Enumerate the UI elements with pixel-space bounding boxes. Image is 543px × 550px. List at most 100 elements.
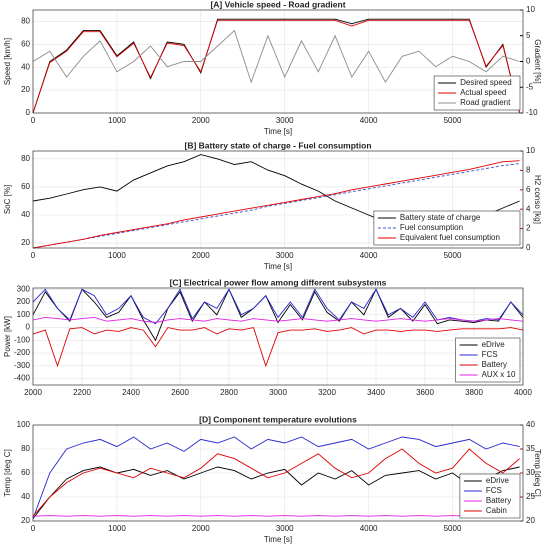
y-tick-label: 20: [21, 85, 30, 94]
x-tick-label: 3000: [276, 116, 294, 125]
y2-tick-label: 20: [526, 516, 535, 525]
y-tick-label: -100: [14, 335, 31, 344]
y2-tick-label: -10: [526, 108, 538, 117]
x-tick-label: 5000: [444, 251, 462, 260]
y2-tick-label: 40: [526, 420, 535, 429]
chart-title: [C] Electrical power flow among differen…: [170, 277, 387, 287]
series-line: [32, 288, 524, 342]
legend-label: Desired speed: [460, 78, 512, 87]
chart-title: [A] Vehicle speed - Road gradient: [210, 0, 345, 9]
legend-label: FCS: [486, 486, 502, 495]
plot-frame: [32, 9, 524, 114]
y-axis-label: Speed [km/h]: [3, 38, 12, 85]
y-tick-label: 100: [17, 420, 31, 429]
y-axis-label: Power [kW]: [3, 316, 12, 357]
y-tick-label: 80: [21, 17, 30, 26]
x-tick-label: 4000: [360, 251, 378, 260]
y2-tick-label: 2: [526, 224, 531, 233]
x-tick-label: 3200: [318, 388, 336, 397]
y-tick-label: 200: [17, 297, 31, 306]
y-tick-label: -200: [14, 348, 31, 357]
legend-label: AUX x 10: [482, 370, 516, 379]
y-tick-label: 40: [21, 492, 30, 501]
legend-box: [373, 210, 521, 246]
series-line: [32, 163, 520, 249]
y2-axis-label: H2 conso [kg]: [533, 175, 542, 224]
y-tick-label: 40: [21, 210, 30, 219]
y2-tick-label: 25: [526, 492, 535, 501]
y-tick-label: 300: [17, 284, 31, 293]
y2-tick-label: 8: [526, 166, 531, 175]
x-tick-label: 3800: [465, 388, 483, 397]
x-axis-label: Time [s]: [264, 262, 292, 271]
x-tick-label: 4000: [514, 388, 532, 397]
y-tick-label: 60: [21, 39, 30, 48]
y2-axis-label: Temp [deg C]: [533, 449, 542, 497]
y2-tick-label: 5: [526, 31, 531, 40]
y-tick-label: 20: [21, 238, 30, 247]
x-tick-label: 1000: [108, 251, 126, 260]
x-tick-label: 2800: [220, 388, 238, 397]
x-tick-label: 2000: [192, 251, 210, 260]
legend-label: FCS: [482, 350, 498, 359]
y-tick-label: 80: [21, 444, 30, 453]
y-tick-label: 0: [26, 108, 31, 117]
plot-frame: [32, 424, 524, 522]
y-tick-label: -300: [14, 361, 31, 370]
legend-label: Road gradient: [460, 98, 511, 107]
plot-frame: [32, 150, 524, 249]
x-tick-label: 3000: [276, 524, 294, 533]
x-tick-label: 2600: [171, 388, 189, 397]
series-line: [32, 19, 521, 114]
y-tick-label: 20: [21, 516, 30, 525]
chart-title: [D] Component temperature evolutions: [199, 414, 357, 424]
legend-label: Cabin: [486, 506, 507, 515]
y2-axis-label: Gradient [%]: [533, 39, 542, 83]
x-tick-label: 2400: [122, 388, 140, 397]
y2-tick-label: 30: [526, 468, 535, 477]
legend-label: Battery: [482, 360, 507, 369]
y-tick-label: 60: [21, 468, 30, 477]
y2-tick-label: -5: [526, 82, 534, 91]
x-tick-label: 4000: [360, 524, 378, 533]
y2-tick-label: 35: [526, 444, 535, 453]
series-line: [32, 160, 520, 249]
y-tick-label: 80: [21, 154, 30, 163]
x-tick-label: 2000: [24, 388, 42, 397]
y2-tick-label: 6: [526, 185, 531, 194]
x-tick-label: 1000: [108, 524, 126, 533]
series-line: [32, 515, 520, 517]
legend-label: eDrive: [482, 340, 506, 349]
legend-label: eDrive: [486, 476, 510, 485]
series-line: [32, 316, 524, 323]
x-tick-label: 1000: [108, 116, 126, 125]
series-line: [32, 448, 520, 517]
y-tick-label: 60: [21, 182, 30, 191]
y-axis-label: SoC [%]: [3, 185, 12, 214]
y-tick-label: -400: [14, 374, 31, 383]
series-line: [32, 18, 521, 114]
x-tick-label: 4000: [360, 116, 378, 125]
y-tick-label: 100: [17, 310, 31, 319]
y-tick-label: 0: [26, 323, 31, 332]
x-axis-label: Time [s]: [264, 127, 292, 136]
series-line: [32, 29, 520, 84]
x-tick-label: 0: [31, 116, 36, 125]
chart-title: [B] Battery state of charge - Fuel consu…: [184, 140, 371, 150]
x-tick-label: 2000: [192, 116, 210, 125]
series-line: [32, 436, 520, 519]
x-tick-label: 3000: [276, 251, 294, 260]
x-tick-label: 0: [31, 524, 36, 533]
x-tick-label: 5000: [444, 116, 462, 125]
y2-tick-label: 10: [526, 5, 535, 14]
plot-frame: [32, 287, 524, 386]
y2-tick-label: 4: [526, 204, 531, 213]
legend-label: Battery: [486, 496, 511, 505]
y2-tick-label: 0: [526, 243, 531, 252]
legend-label: Fuel consumption: [400, 223, 463, 232]
legend-label: Equivalent fuel consumption: [400, 233, 500, 242]
x-tick-label: 3600: [416, 388, 434, 397]
x-tick-label: 3000: [269, 388, 287, 397]
y2-tick-label: 10: [526, 146, 535, 155]
